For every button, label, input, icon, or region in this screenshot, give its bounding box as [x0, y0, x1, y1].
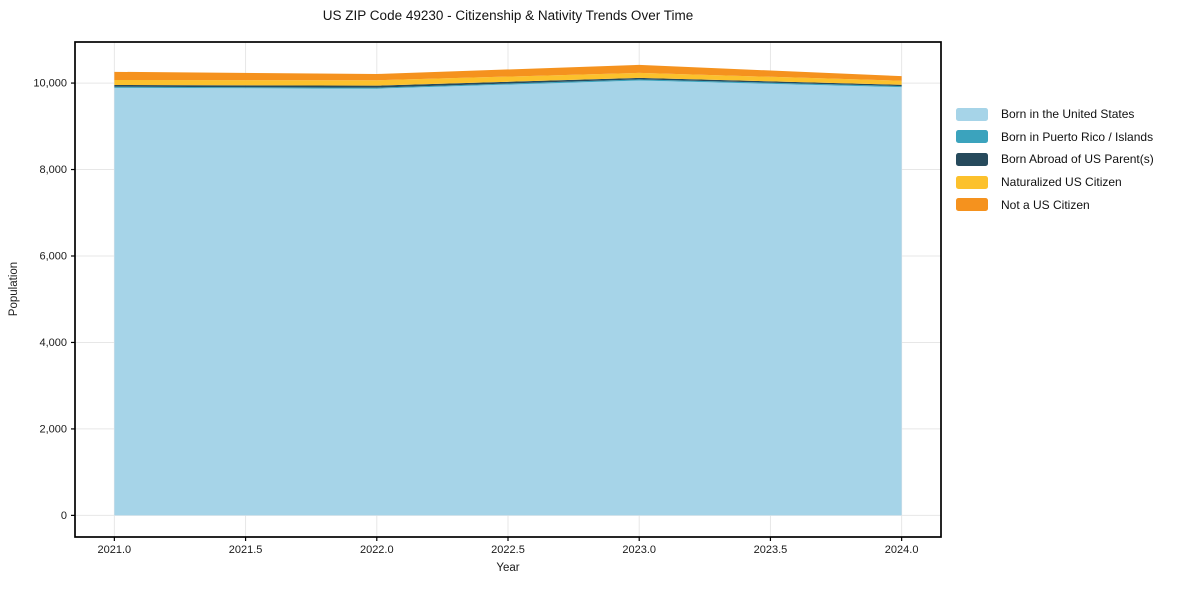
x-tick-label: 2022.0 — [360, 544, 394, 556]
x-tick-label: 2022.5 — [491, 544, 525, 556]
x-tick-label: 2021.5 — [229, 544, 263, 556]
legend-label: Naturalized US Citizen — [1001, 175, 1122, 190]
legend-label: Born in Puerto Rico / Islands — [1001, 129, 1154, 144]
legend-swatch-icon — [956, 130, 988, 144]
legend-label: Born Abroad of US Parent(s) — [1001, 152, 1154, 167]
legend: Born in the United States Born in Puerto … — [956, 103, 1154, 216]
area-series-born-abroad-of-us-parent-s- — [114, 77, 902, 88]
legend-label: Not a US Citizen — [1001, 197, 1090, 212]
y-tick-label: 2,000 — [39, 423, 67, 435]
legend-item: Naturalized US Citizen — [956, 171, 1154, 194]
x-tick-label: 2024.0 — [885, 544, 919, 556]
area-series-not-a-us-citizen — [114, 64, 902, 81]
legend-item: Born Abroad of US Parent(s) — [956, 148, 1154, 171]
y-tick-label: 0 — [61, 510, 67, 522]
legend-item: Born in Puerto Rico / Islands — [956, 126, 1154, 149]
y-tick-label: 4,000 — [39, 337, 67, 349]
area-series-born-in-puerto-rico-islands — [114, 79, 902, 89]
legend-swatch-icon — [956, 107, 988, 121]
legend-item: Not a US Citizen — [956, 193, 1154, 216]
y-tick-label: 6,000 — [39, 250, 67, 262]
x-tick-label: 2021.0 — [98, 544, 132, 556]
legend-item: Born in the United States — [956, 103, 1154, 126]
x-axis-title: Year — [496, 562, 520, 574]
legend-label: Born in the United States — [1001, 107, 1135, 122]
legend-swatch-icon — [956, 175, 988, 189]
legend-swatch-icon — [956, 152, 988, 166]
chart-title: US ZIP Code 49230 - Citizenship & Nativi… — [322, 8, 694, 23]
x-tick-label: 2023.0 — [622, 544, 656, 556]
area-series-naturalized-us-citizen — [114, 72, 902, 86]
y-tick-label: 8,000 — [39, 164, 67, 176]
y-tick-label: 10,000 — [33, 78, 67, 90]
legend-swatch-icon — [956, 198, 988, 212]
area-series-born-in-the-united-states — [114, 80, 902, 516]
y-axis-title: Population — [8, 261, 20, 317]
x-tick-label: 2023.5 — [754, 544, 788, 556]
